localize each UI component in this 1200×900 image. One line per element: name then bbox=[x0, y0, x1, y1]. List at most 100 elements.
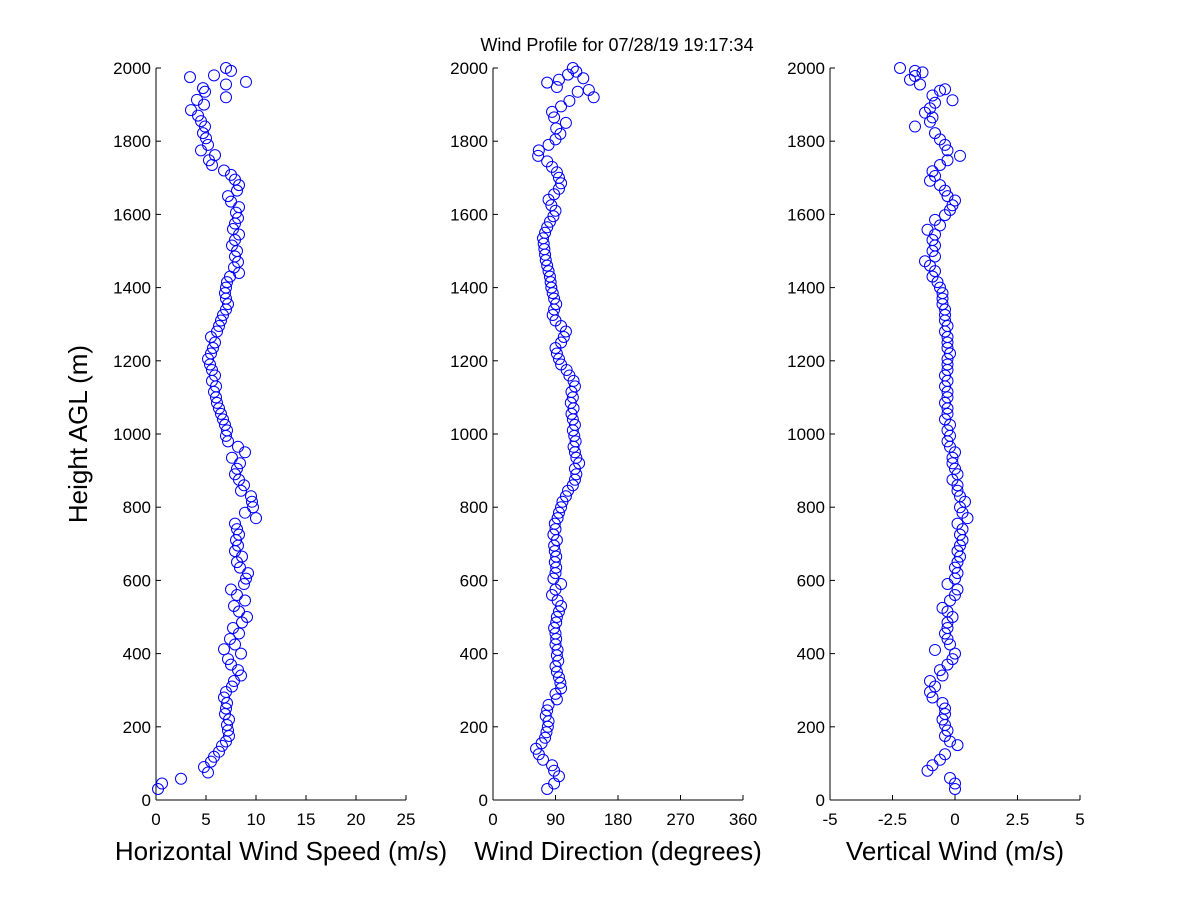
data-point bbox=[569, 435, 582, 448]
y-tick-label: 400 bbox=[123, 645, 151, 664]
data-series bbox=[894, 62, 974, 796]
x-tick-label: 15 bbox=[297, 810, 316, 829]
data-point bbox=[184, 71, 196, 84]
data-point bbox=[949, 647, 961, 660]
data-point bbox=[555, 501, 568, 514]
data-point bbox=[217, 413, 229, 426]
data-point bbox=[218, 164, 230, 177]
panel-1: 0 5 10 15 20 25 0 200 400 600 800 1000 1200 1400 1600 1… bbox=[63, 59, 447, 866]
data-point bbox=[954, 149, 966, 162]
data-point bbox=[542, 265, 555, 278]
data-point bbox=[941, 358, 954, 371]
data-point bbox=[555, 100, 568, 113]
y-tick-label: 1600 bbox=[113, 205, 151, 224]
data-point bbox=[939, 702, 951, 715]
data-point bbox=[949, 589, 961, 602]
data-point bbox=[563, 94, 576, 107]
data-point bbox=[941, 407, 954, 420]
data-point bbox=[555, 177, 568, 190]
data-point bbox=[221, 424, 233, 437]
data-point bbox=[949, 561, 961, 574]
y-tick-label: 800 bbox=[797, 498, 825, 517]
data-point bbox=[548, 764, 561, 777]
data-point bbox=[941, 621, 954, 634]
data-point bbox=[926, 234, 939, 247]
data-point bbox=[229, 250, 241, 263]
data-point bbox=[946, 451, 959, 464]
data-point bbox=[555, 336, 568, 349]
data-point bbox=[941, 190, 954, 203]
x-tick-label: 5 bbox=[201, 810, 210, 829]
data-point bbox=[235, 669, 247, 682]
data-point bbox=[227, 223, 239, 236]
data-point bbox=[220, 62, 232, 74]
data-point bbox=[934, 84, 946, 97]
x-tick-label: 90 bbox=[546, 810, 565, 829]
data-point bbox=[941, 391, 954, 404]
y-tick-label: 2000 bbox=[787, 59, 825, 78]
data-point bbox=[213, 402, 225, 415]
data-point bbox=[550, 347, 563, 360]
data-point bbox=[555, 358, 568, 371]
data-point bbox=[198, 98, 210, 111]
data-point bbox=[539, 709, 552, 722]
data-point bbox=[577, 72, 590, 85]
data-point bbox=[951, 517, 964, 530]
data-point bbox=[562, 68, 574, 81]
data-point bbox=[936, 601, 949, 614]
data-point bbox=[220, 91, 232, 104]
data-point bbox=[548, 621, 561, 634]
data-point bbox=[546, 309, 559, 322]
data-point bbox=[570, 468, 583, 481]
data-point bbox=[211, 396, 223, 409]
data-point bbox=[532, 149, 545, 162]
data-point bbox=[241, 611, 253, 623]
data-point bbox=[217, 309, 229, 322]
data-point bbox=[240, 572, 252, 585]
data-point bbox=[231, 462, 243, 475]
data-point bbox=[570, 65, 583, 78]
x-tick-label: 20 bbox=[347, 810, 366, 829]
data-point bbox=[156, 777, 168, 790]
data-point bbox=[224, 632, 236, 645]
data-point bbox=[926, 691, 939, 704]
data-point bbox=[537, 232, 549, 245]
data-point bbox=[941, 724, 954, 737]
data-point bbox=[949, 462, 961, 475]
data-point bbox=[941, 320, 954, 333]
y-tick-label: 2000 bbox=[450, 59, 488, 78]
data-point bbox=[548, 517, 561, 530]
data-point bbox=[936, 713, 949, 726]
data-point bbox=[956, 506, 969, 519]
data-point bbox=[222, 190, 234, 203]
data-point bbox=[213, 745, 225, 758]
data-series bbox=[530, 62, 600, 796]
data-point bbox=[566, 479, 579, 492]
data-point bbox=[929, 213, 941, 226]
data-point bbox=[944, 347, 956, 360]
data-point bbox=[202, 352, 214, 365]
y-tick-label: 2000 bbox=[113, 59, 151, 78]
data-point bbox=[934, 179, 946, 192]
data-point bbox=[944, 772, 956, 785]
data-point bbox=[951, 739, 964, 752]
data-point bbox=[951, 545, 964, 558]
y-tick-label: 1800 bbox=[450, 132, 488, 151]
x-axis-label: Horizontal Wind Speed (m/s) bbox=[115, 836, 447, 866]
data-point bbox=[552, 73, 565, 86]
data-point bbox=[929, 96, 941, 109]
y-tick-label: 1000 bbox=[787, 425, 825, 444]
y-tick-label: 600 bbox=[797, 571, 825, 590]
data-point bbox=[202, 138, 214, 151]
data-point bbox=[227, 621, 239, 634]
y-tick-label: 1400 bbox=[113, 279, 151, 298]
data-point bbox=[175, 772, 187, 785]
data-point bbox=[550, 693, 563, 706]
data-point bbox=[197, 127, 209, 140]
data-point bbox=[547, 572, 560, 585]
x-tick-label: 5 bbox=[1075, 810, 1084, 829]
y-tick-label: 0 bbox=[142, 791, 151, 810]
data-point bbox=[954, 528, 966, 541]
data-point bbox=[926, 165, 939, 178]
data-point bbox=[941, 154, 954, 167]
